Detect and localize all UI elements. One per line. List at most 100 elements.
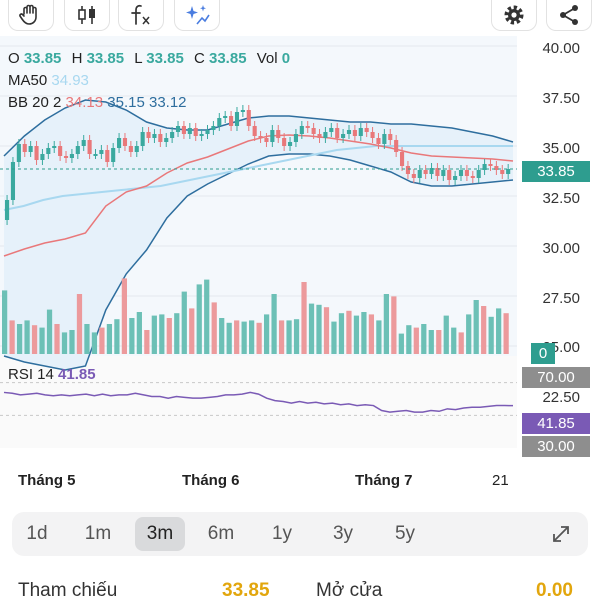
gear-icon (504, 5, 524, 25)
candle-body (388, 134, 393, 140)
range-selector: 1d 1m 3m 6m 1y 3y 5y (12, 512, 588, 556)
price-tick: 37.50 (542, 90, 580, 107)
candlestick-icon (78, 6, 95, 24)
volume-bar (91, 332, 98, 354)
rsi-low-badge: 30.00 (522, 436, 590, 457)
open-value: 33.85 (23, 50, 62, 67)
candle-body (411, 174, 416, 178)
price-tick: 32.50 (542, 190, 580, 207)
candle-body (134, 146, 139, 152)
volume-bar (488, 316, 494, 354)
candle-body (293, 134, 298, 142)
candle-body (258, 136, 263, 138)
ma-label: MA50 (8, 72, 48, 89)
candle-body (488, 164, 493, 166)
volume-bar (301, 282, 307, 354)
share-icon (560, 5, 578, 25)
hand-tool-button[interactable] (8, 0, 54, 31)
price-tick: 27.50 (542, 290, 580, 307)
volume-bar (121, 278, 128, 354)
month-label: Tháng 5 (18, 472, 76, 489)
candle-body (69, 154, 74, 158)
price-tick: 30.00 (542, 240, 580, 257)
volume-bar (398, 333, 404, 354)
low-value: 33.85 (146, 50, 184, 67)
candle-body (264, 138, 269, 142)
candle-body (146, 132, 151, 138)
volume-bar (16, 324, 23, 354)
ai-button[interactable] (174, 0, 220, 31)
candle-body (63, 156, 69, 158)
volume-bar (189, 308, 195, 354)
volume-key: Vol (256, 50, 278, 67)
indicators-button[interactable] (118, 0, 164, 31)
candle-body (270, 130, 275, 142)
fullscreen-button[interactable] (536, 517, 586, 551)
range-6m[interactable]: 6m (207, 523, 235, 544)
volume-bar (151, 315, 157, 354)
volume-bar (249, 320, 255, 354)
volume-bar (428, 330, 434, 354)
day-label: 21 (492, 472, 509, 489)
volume-bar (413, 327, 419, 354)
volume-bar (271, 294, 277, 354)
candle-body (22, 144, 27, 152)
chart-type-button[interactable] (64, 0, 110, 31)
candle-body (394, 140, 399, 152)
volume-bar (316, 304, 322, 354)
volume-bar (368, 314, 375, 354)
current-price-badge: 33.85 (522, 161, 590, 182)
volume-bar (376, 320, 382, 354)
ohlc-legend: O 33.85 H 33.85 L 33.85 C 33.85 Vol 0 (8, 50, 296, 67)
rsi-panel-bg (0, 356, 517, 448)
candle-body (140, 132, 145, 146)
range-1m[interactable]: 1m (84, 523, 112, 544)
share-button[interactable] (546, 0, 592, 31)
candle-body (111, 148, 116, 162)
open-label: Mở cửa (316, 580, 383, 601)
range-5y[interactable]: 5y (394, 523, 416, 544)
bollinger-upper-line (3, 99, 514, 157)
volume-bar (31, 325, 38, 354)
candle-body (370, 132, 375, 138)
volume-bar (451, 327, 457, 354)
candle-body (417, 170, 422, 178)
volume-bar (308, 303, 315, 354)
candle-body (158, 134, 163, 142)
low-key: L (134, 50, 143, 67)
volume-bar (383, 294, 389, 354)
candle-body (299, 126, 304, 134)
candle-body (276, 130, 281, 138)
candle-body (99, 150, 104, 154)
rsi-label: RSI 14 (8, 366, 54, 383)
candle-body (358, 128, 363, 136)
candle-body (40, 154, 45, 160)
volume-bar (338, 313, 345, 354)
volume-bar (241, 321, 247, 354)
price-chart[interactable] (0, 36, 600, 460)
candle-body (105, 150, 110, 162)
settings-button[interactable] (491, 0, 537, 31)
range-3y[interactable]: 3y (332, 523, 354, 544)
candle-body (352, 130, 357, 136)
volume-bar (76, 294, 83, 354)
month-label: Tháng 6 (182, 472, 240, 489)
candle-body (287, 142, 293, 146)
volume-bar (503, 313, 509, 354)
bollinger-lower-line (3, 153, 514, 371)
volume-bar (496, 308, 502, 354)
volume-bar (54, 324, 60, 354)
candle-body (429, 168, 434, 174)
range-1d[interactable]: 1d (26, 523, 48, 544)
range-1y[interactable]: 1y (271, 523, 293, 544)
range-3m[interactable]: 3m (135, 517, 185, 551)
volume-bar (39, 327, 45, 354)
volume-bar (391, 296, 397, 354)
volume-bar (166, 318, 172, 354)
candle-body (5, 200, 10, 220)
volume-bar (106, 324, 113, 354)
candle-body (346, 130, 352, 134)
volume-bar (211, 302, 217, 354)
function-icon (131, 4, 150, 25)
bb-legend: BB 20 2 34.13 35.15 33.12 (8, 94, 187, 111)
